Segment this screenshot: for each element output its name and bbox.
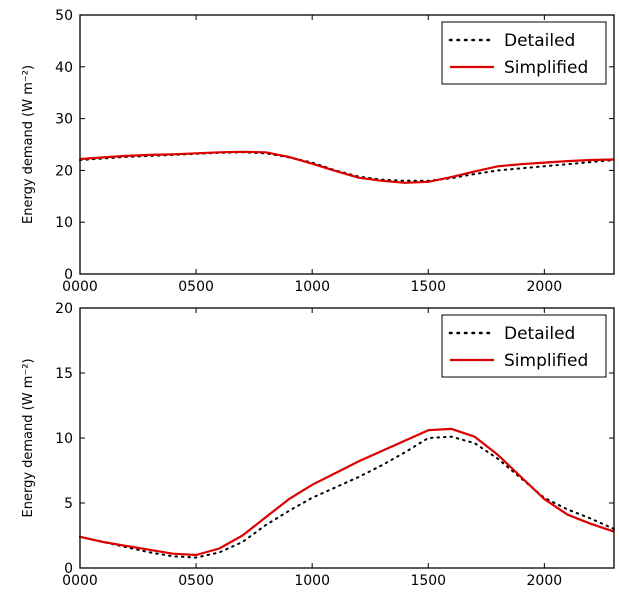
legend-label-simplified: Simplified bbox=[504, 351, 588, 371]
legend-label-detailed: Detailed bbox=[504, 31, 575, 51]
x-tick-label: 0500 bbox=[178, 573, 214, 589]
y-axis-label: Energy demand (W m⁻²) bbox=[21, 358, 36, 517]
series-line-simplified bbox=[79, 150, 615, 184]
plot-frame bbox=[79, 14, 615, 275]
x-tick-label: 0000 bbox=[62, 573, 98, 589]
x-tick-label: 0000 bbox=[62, 279, 98, 295]
legend-label-simplified: Simplified bbox=[504, 58, 588, 78]
y-tick-label: 5 bbox=[64, 496, 73, 512]
y-tick-label: 15 bbox=[55, 366, 73, 382]
y-tick-label: 10 bbox=[55, 215, 73, 231]
series-line-detailed bbox=[79, 435, 615, 559]
x-tick-label: 1000 bbox=[294, 279, 330, 295]
x-tick-label: 2000 bbox=[527, 279, 563, 295]
x-tick-label: 0500 bbox=[178, 279, 214, 295]
legend-label-detailed: Detailed bbox=[504, 324, 575, 344]
legend-box bbox=[441, 314, 607, 378]
chart-panel-1: 0000 0500 1000 1500 2000 0 10 20 30 40 50 Energy de… bbox=[21, 8, 615, 295]
series-line-simplified bbox=[79, 427, 615, 557]
x-tick-label: 2000 bbox=[527, 573, 563, 589]
y-tick-label: 10 bbox=[55, 431, 73, 447]
y-tick-label: 20 bbox=[55, 163, 73, 179]
y-tick-label: 0 bbox=[64, 267, 73, 283]
y-axis-label: Energy demand (W m⁻²) bbox=[21, 65, 36, 224]
y-tick-label: 0 bbox=[64, 561, 73, 577]
x-tick-label: 1500 bbox=[410, 573, 446, 589]
x-tick-label: 1500 bbox=[410, 279, 446, 295]
series-line-detailed bbox=[79, 151, 615, 182]
legend-box bbox=[441, 21, 607, 85]
y-tick-label: 50 bbox=[55, 8, 73, 24]
y-tick-label: 30 bbox=[55, 112, 73, 128]
y-tick-label: 20 bbox=[55, 301, 73, 317]
x-tick-label: 1000 bbox=[294, 573, 330, 589]
y-tick-label: 40 bbox=[55, 60, 73, 76]
chart-panel-2: 0000 0500 1000 1500 2000 0 5 10 15 20 Energy deman… bbox=[21, 301, 615, 589]
